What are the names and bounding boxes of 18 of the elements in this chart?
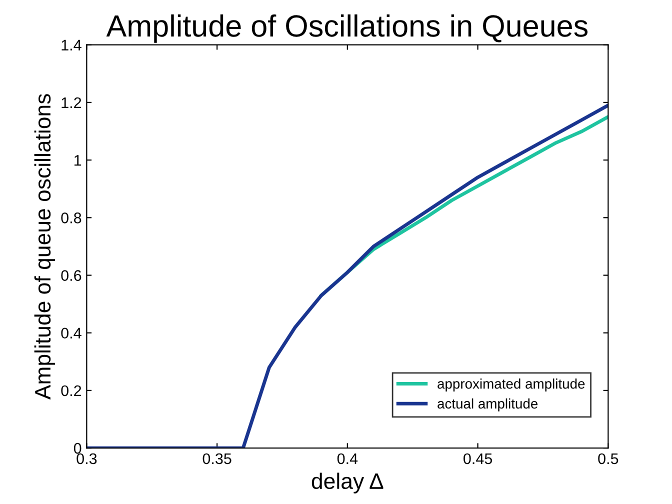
y-axis-title: Amplitude of queue oscillations [34, 94, 56, 400]
x-axis-title: delay Δ [312, 472, 384, 494]
y-tick-label: 1.4 [62, 40, 82, 50]
chart-title: Amplitude of Oscillations in Queues [106, 14, 588, 43]
x-tick-label: 0.4 [337, 453, 358, 464]
legend-label: approximated amplitude [438, 378, 585, 392]
y-tick-label: 1 [74, 155, 82, 166]
y-tick-label: 0.2 [61, 385, 82, 396]
y-tick-label: 1.2 [62, 97, 82, 108]
x-tick-label: 0.3 [76, 453, 97, 464]
y-tick-label: 0.6 [61, 270, 82, 281]
y-tick-label: 0 [74, 442, 82, 454]
x-tick-label: 0.45 [464, 453, 492, 464]
x-tick-label: 0.5 [598, 453, 618, 464]
legend-label: actual amplitude [438, 398, 538, 412]
y-tick-label: 0.4 [61, 328, 82, 339]
y-tick-label: 0.8 [61, 212, 82, 224]
x-tick-label: 0.35 [202, 453, 232, 464]
